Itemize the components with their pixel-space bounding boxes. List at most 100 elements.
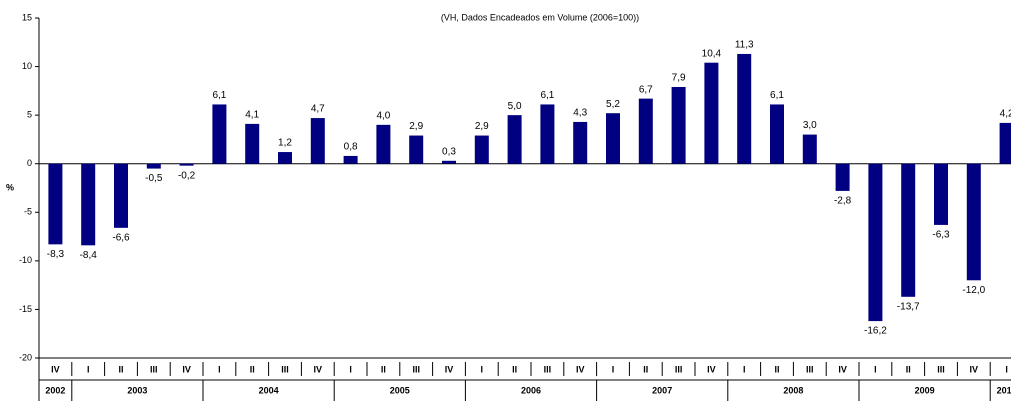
bar [81, 163, 96, 246]
value-label: 4,3 [573, 108, 587, 119]
x-tick-label: IV [51, 364, 60, 374]
value-label: 0,3 [442, 146, 456, 157]
year-label: 2004 [259, 385, 279, 395]
bar [671, 86, 686, 164]
x-tick-label: II [512, 364, 517, 374]
bar [442, 160, 456, 164]
x-tick-label: I [349, 364, 352, 374]
year-label: 2003 [127, 385, 147, 395]
value-label: 6,1 [770, 90, 784, 101]
y-tick-label: -5 [24, 207, 32, 217]
x-tick-label: I [612, 364, 615, 374]
year-label: 2002 [45, 385, 65, 395]
bar [999, 122, 1011, 164]
x-tick-label: I [743, 364, 746, 374]
bar [343, 155, 358, 164]
x-tick-label: III [544, 364, 552, 374]
bar [540, 104, 555, 164]
x-tick-label: III [281, 364, 289, 374]
x-tick-label: III [806, 364, 814, 374]
value-label: -2,8 [834, 196, 852, 207]
x-tick-label: IV [445, 364, 454, 374]
value-label: 5,2 [606, 99, 620, 110]
bar [638, 98, 653, 164]
value-label: 2,9 [409, 121, 423, 132]
bar [770, 104, 784, 164]
value-label: -6,6 [112, 232, 130, 243]
bar [966, 163, 981, 281]
value-label: 6,7 [639, 84, 653, 95]
x-tick-label: IV [182, 364, 191, 374]
bar [146, 163, 161, 169]
bar [48, 163, 63, 245]
x-tick-label: I [87, 364, 90, 374]
x-tick-label: II [118, 364, 123, 374]
x-tick-label: III [675, 364, 683, 374]
bar [245, 123, 260, 164]
year-label: 2005 [390, 385, 410, 395]
y-axis-label: % [6, 182, 14, 192]
bar [802, 134, 817, 164]
value-label: 3,0 [803, 120, 817, 131]
x-tick-label: II [250, 364, 255, 374]
x-tick-label: I [874, 364, 877, 374]
bar [934, 163, 948, 225]
year-label: 2006 [521, 385, 541, 395]
chart-title: (VH, Dados Encadeados em Volume (2006=10… [441, 12, 639, 22]
value-label: -13,7 [897, 301, 920, 312]
y-tick-label: -15 [19, 304, 32, 314]
x-tick-label: I [481, 364, 484, 374]
y-tick-label: -20 [19, 352, 32, 362]
bar [409, 135, 424, 164]
x-tick-label: IV [970, 364, 979, 374]
year-label: 2009 [915, 385, 935, 395]
year-label: 2008 [783, 385, 803, 395]
x-tick-label: II [643, 364, 648, 374]
x-tick-label: I [218, 364, 221, 374]
x-tick-label: IV [314, 364, 323, 374]
year-label: 2007 [652, 385, 672, 395]
bar [573, 121, 588, 164]
value-label: 1,2 [278, 138, 292, 149]
y-tick-label: 15 [22, 12, 32, 22]
bar [835, 163, 850, 191]
value-label: -0,5 [145, 173, 163, 184]
value-label: 2,9 [475, 121, 489, 132]
x-tick-label: IV [576, 364, 585, 374]
bar [507, 115, 522, 164]
bar [704, 62, 719, 164]
y-tick-label: -10 [19, 255, 32, 265]
x-tick-label: IV [838, 364, 847, 374]
x-tick-label: I [1005, 364, 1008, 374]
x-tick-label: III [412, 364, 420, 374]
bar [114, 163, 128, 228]
value-label: 4,1 [245, 110, 259, 121]
value-label: -8,3 [47, 249, 65, 260]
value-label: 4,0 [376, 110, 390, 121]
y-tick-label: 5 [27, 110, 32, 120]
value-label: 0,8 [344, 142, 358, 153]
bar [212, 104, 227, 164]
bar [310, 118, 325, 164]
value-label: 4,2 [1000, 109, 1011, 120]
value-label: -0,2 [178, 170, 196, 181]
bar [737, 53, 752, 164]
bar [278, 152, 292, 164]
bar [474, 135, 489, 164]
x-tick-label: II [774, 364, 779, 374]
bar [376, 124, 391, 164]
x-tick-label: II [906, 364, 911, 374]
bar [606, 113, 620, 164]
year-label: 2010 [997, 385, 1011, 395]
value-label: -16,2 [864, 326, 887, 337]
value-label: 4,7 [311, 104, 325, 115]
bar [901, 163, 916, 297]
x-tick-label: III [150, 364, 158, 374]
x-tick-label: II [381, 364, 386, 374]
bar [868, 163, 883, 322]
value-label: -8,4 [80, 250, 98, 261]
value-label: -6,3 [932, 230, 950, 241]
y-tick-label: 0 [27, 158, 32, 168]
bar [179, 163, 194, 166]
